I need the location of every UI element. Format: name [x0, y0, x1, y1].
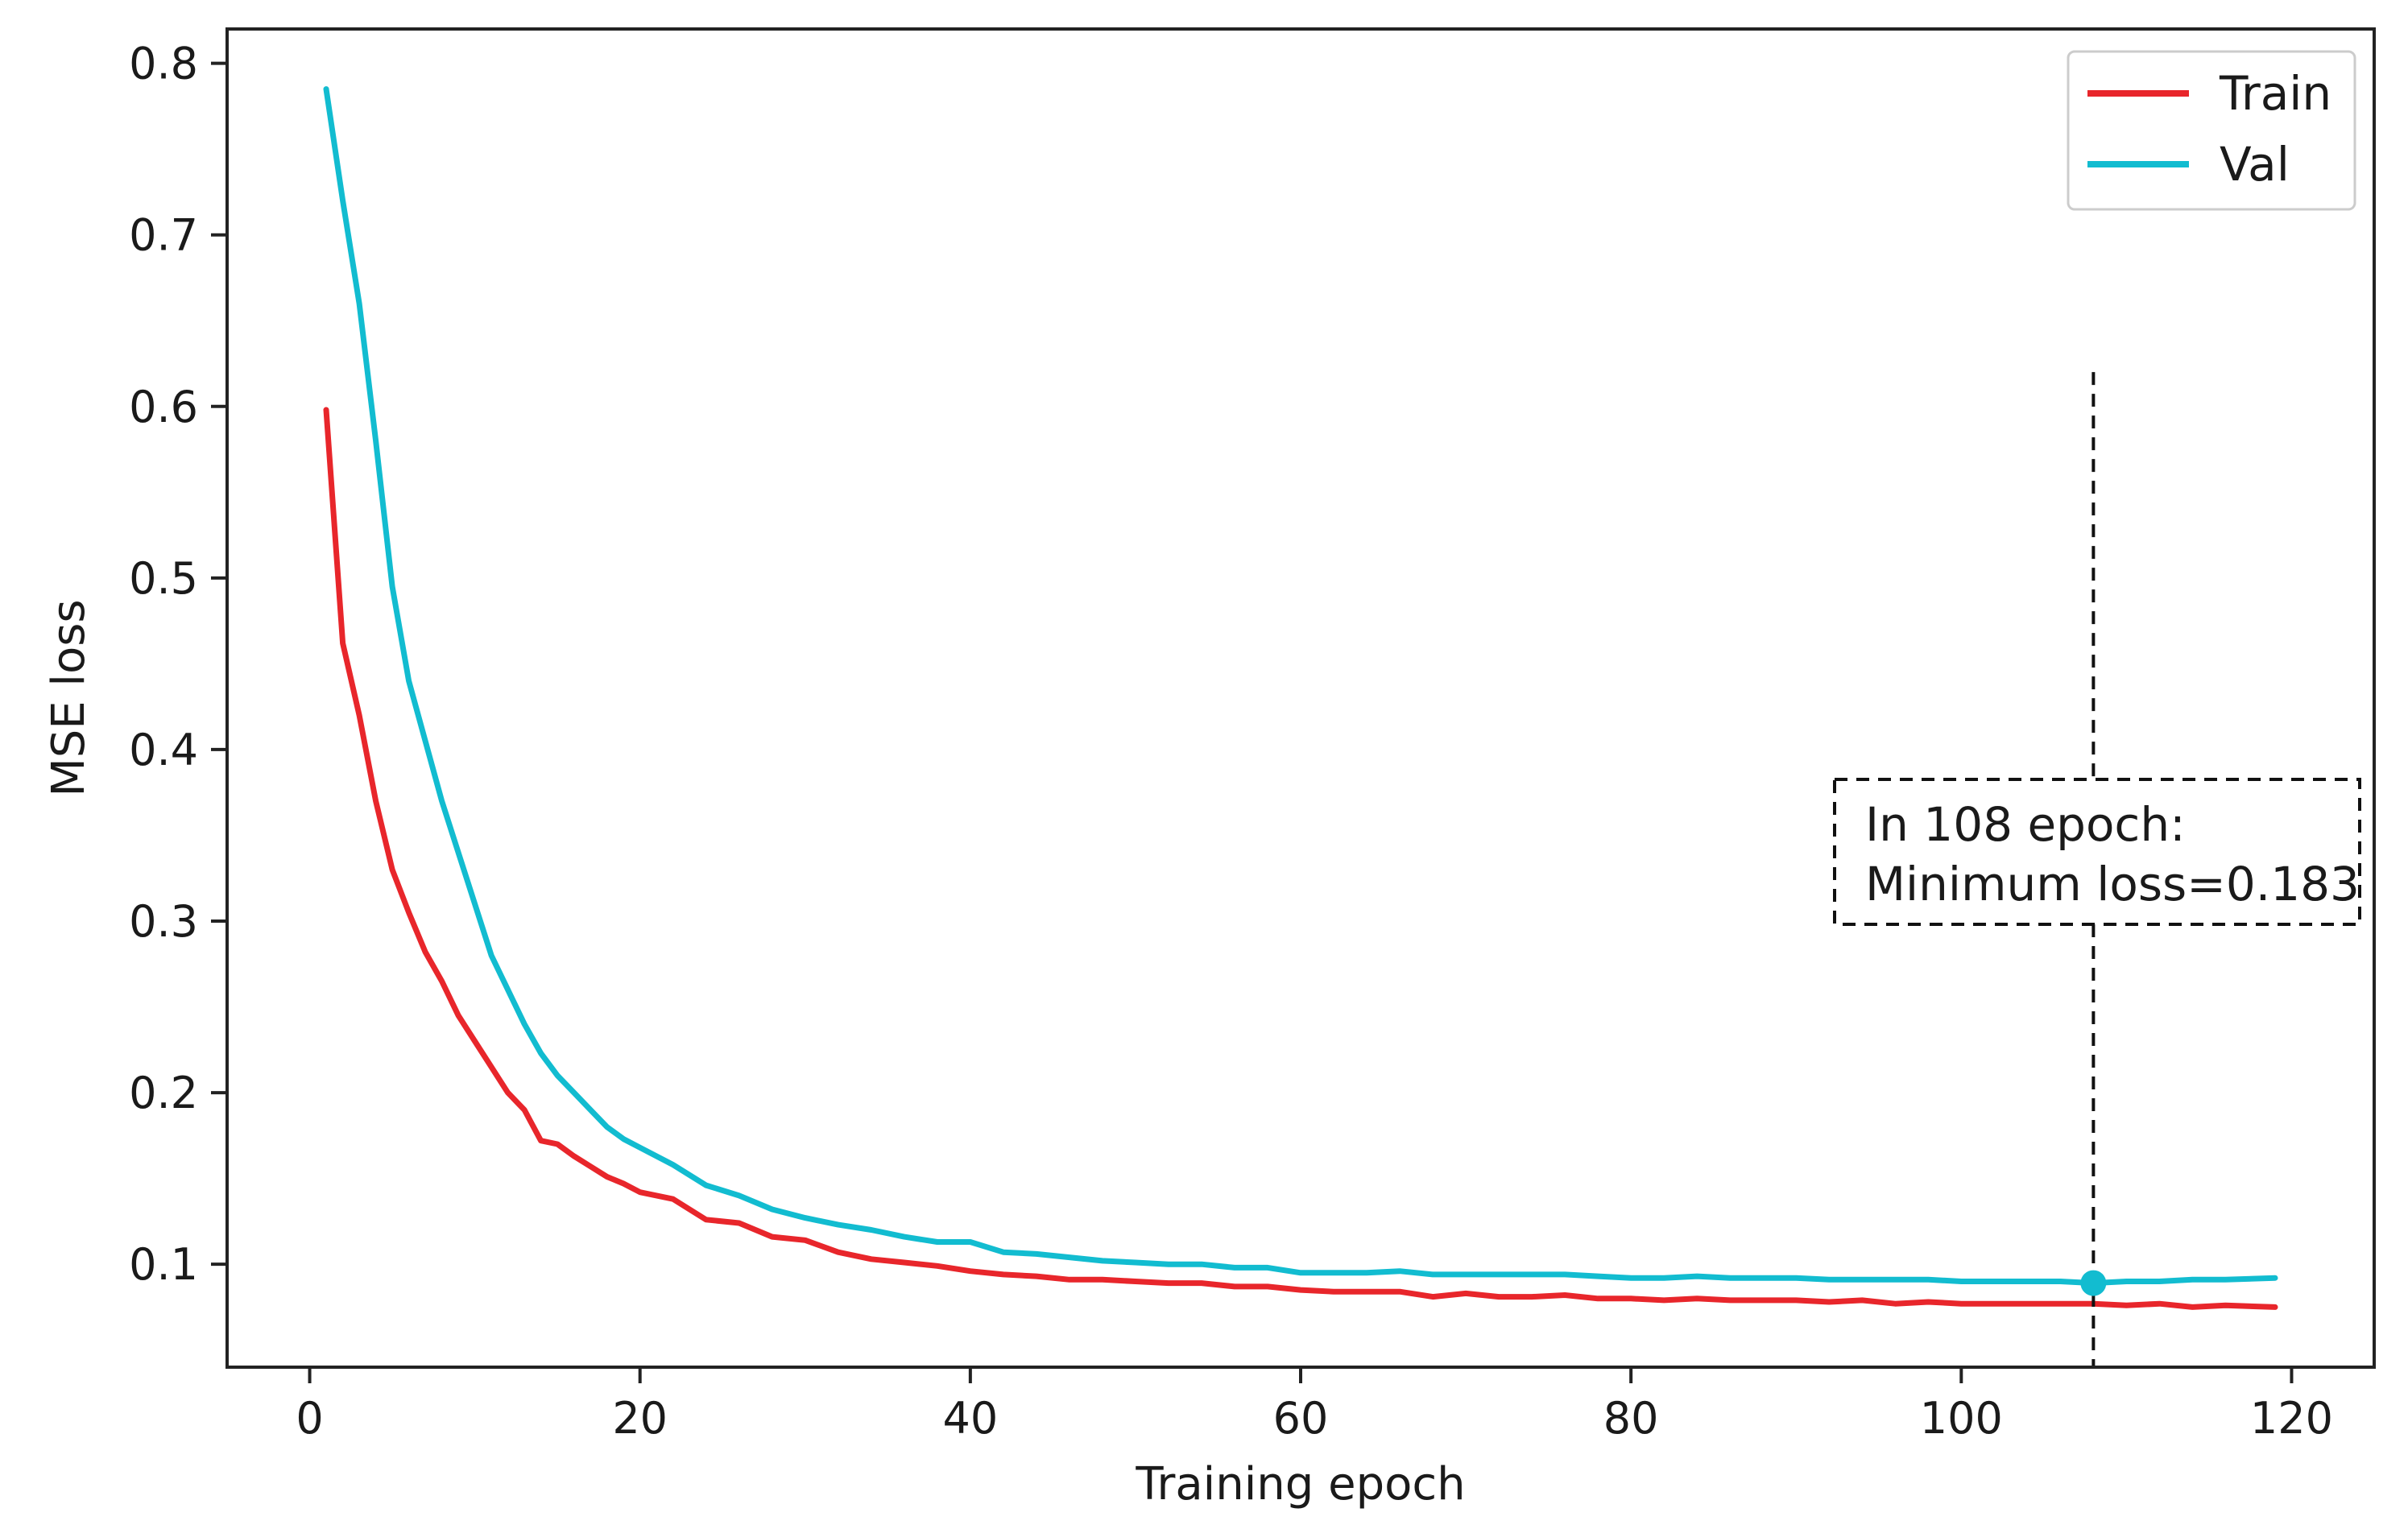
annotation: In 108 epoch: Minimum loss=0.183: [1833, 372, 2361, 1367]
x-tick-label: 80: [1603, 1393, 1659, 1444]
annotation-line-2: Minimum loss=0.183: [1865, 857, 2360, 911]
x-tick-label: 20: [612, 1393, 668, 1444]
y-tick-label: 0.8: [129, 39, 198, 89]
x-tick-label: 60: [1273, 1393, 1329, 1444]
x-tick-label: 0: [296, 1393, 323, 1444]
legend-label-val: Val: [2220, 137, 2290, 192]
y-tick-label: 0.3: [129, 896, 198, 947]
min-loss-marker: [2080, 1270, 2107, 1296]
y-tick-label: 0.6: [129, 382, 198, 432]
series-line-train: [323, 407, 2278, 1310]
series-group: [323, 86, 2278, 1310]
y-tick-label: 0.2: [129, 1068, 198, 1118]
x-tick-label: 120: [2250, 1393, 2333, 1444]
x-axis-title: Training epoch: [1135, 1458, 1465, 1510]
y-tick-label: 0.7: [129, 210, 198, 261]
x-tick-label: 100: [1920, 1393, 2003, 1444]
x-axis-ticks: 0 20 40 60 80 100 120: [296, 1367, 2333, 1444]
y-tick-label: 0.4: [129, 725, 198, 775]
y-axis-ticks: 0.1 0.2 0.3 0.4 0.5 0.6 0.7 0.8: [129, 39, 227, 1290]
annotation-box: [1833, 778, 2361, 926]
y-axis-title: MSE loss: [43, 599, 95, 796]
x-tick-label: 40: [942, 1393, 998, 1444]
annotation-line-1: In 108 epoch:: [1865, 797, 2186, 852]
legend: Train Val: [2067, 50, 2356, 211]
y-tick-label: 0.1: [129, 1239, 198, 1290]
legend-label-train: Train: [2219, 66, 2331, 121]
y-tick-label: 0.5: [129, 553, 198, 604]
series-line-val: [323, 86, 2278, 1287]
